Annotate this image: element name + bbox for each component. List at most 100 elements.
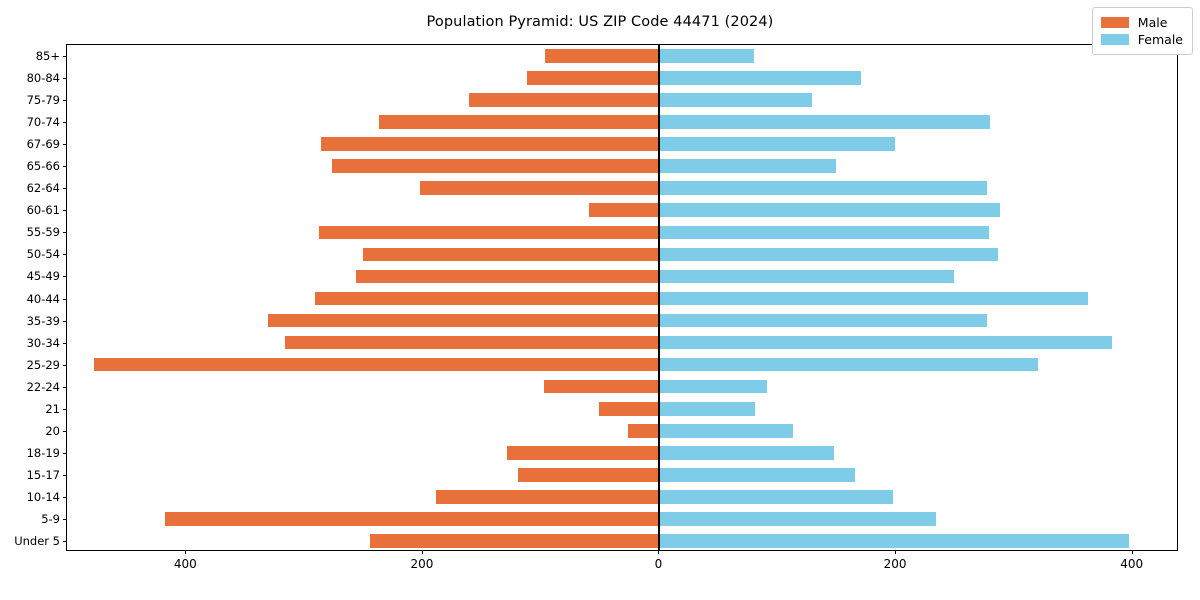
bar-row — [67, 313, 1177, 328]
bar-female — [658, 159, 836, 174]
y-axis-tick — [63, 254, 67, 256]
bar-row — [67, 357, 1177, 372]
y-axis-tick — [63, 298, 67, 300]
y-axis-label-85-: 85+ — [35, 49, 60, 64]
y-axis-label-45-49: 45-49 — [26, 269, 60, 284]
legend-item-male[interactable]: Male — [1100, 14, 1183, 31]
y-axis-label-35-39: 35-39 — [26, 313, 60, 328]
bar-female — [658, 115, 990, 129]
bar-male — [627, 423, 659, 438]
y-axis-tick — [63, 364, 67, 366]
bar-row — [67, 49, 1177, 63]
y-axis-tick — [63, 78, 67, 80]
legend-item-female[interactable]: Female — [1100, 31, 1183, 48]
bar-male — [436, 490, 659, 504]
bar-row — [67, 71, 1177, 85]
bar-row — [67, 534, 1177, 548]
bar-male — [355, 269, 659, 284]
bar-male — [517, 468, 659, 482]
bar-male — [362, 247, 659, 262]
bar-row — [67, 93, 1177, 107]
bar-female — [658, 423, 794, 438]
y-axis-label-21: 21 — [45, 401, 60, 416]
bar-male — [318, 225, 659, 240]
y-axis-tick — [63, 276, 67, 278]
bar-row — [67, 291, 1177, 306]
y-axis-tick — [63, 518, 67, 520]
y-axis-label-40-44: 40-44 — [26, 291, 60, 306]
bar-female — [658, 291, 1088, 306]
bar-female — [658, 335, 1112, 350]
legend-label: Female — [1137, 32, 1183, 47]
x-axis-tick — [185, 550, 187, 554]
y-axis-label-62-64: 62-64 — [26, 181, 60, 196]
bar-row — [67, 225, 1177, 240]
y-axis-label-60-61: 60-61 — [26, 203, 60, 218]
bar-row — [67, 512, 1177, 526]
y-axis-label-65-66: 65-66 — [26, 159, 60, 174]
y-axis-label-22-24: 22-24 — [26, 379, 60, 394]
bar-male — [94, 357, 659, 372]
y-axis-tick — [63, 430, 67, 432]
y-axis-tick — [63, 232, 67, 234]
bar-male — [379, 115, 659, 129]
y-axis-tick — [63, 210, 67, 212]
x-axis-label-0: 400 — [173, 557, 197, 571]
x-axis-tick — [421, 550, 423, 554]
bar-female — [658, 512, 937, 526]
bar-female — [658, 71, 861, 85]
bar-row — [67, 159, 1177, 174]
y-axis-tick — [63, 320, 67, 322]
bar-row — [67, 181, 1177, 196]
bar-female — [658, 445, 834, 460]
bar-row — [67, 490, 1177, 504]
bar-male — [588, 203, 659, 218]
bar-male — [369, 534, 659, 548]
y-axis-tick — [63, 144, 67, 146]
bar-female — [658, 401, 756, 416]
y-axis-tick — [63, 540, 67, 542]
y-axis-tick — [63, 122, 67, 124]
y-axis-tick — [63, 496, 67, 498]
bar-male — [599, 401, 659, 416]
zero-axis-line — [658, 45, 660, 550]
bar-row — [67, 468, 1177, 482]
bar-row — [67, 269, 1177, 284]
bar-female — [658, 269, 955, 284]
bar-male — [469, 93, 659, 107]
y-axis-label-20: 20 — [45, 423, 60, 438]
legend-swatch-icon — [1100, 17, 1129, 28]
x-axis-tick — [658, 550, 660, 554]
plot-area: 85+ 80-84 75-79 70-74 67-69 65-66 62-64 60-61 55… — [14, 44, 1178, 571]
bar-male — [165, 512, 659, 526]
bar-female — [658, 93, 813, 107]
bar-female — [658, 468, 855, 482]
bar-female — [658, 137, 896, 152]
bar-male — [284, 335, 659, 350]
bar-female — [658, 379, 768, 394]
x-axis-tick — [895, 550, 897, 554]
bar-row — [67, 335, 1177, 350]
page-title: Population Pyramid: US ZIP Code 44471 (2… — [426, 14, 774, 30]
y-axis-label-70-74: 70-74 — [26, 115, 60, 130]
bar-female — [658, 203, 1001, 218]
bar-row — [67, 137, 1177, 152]
bar-female — [658, 181, 988, 196]
y-axis-label-80-84: 80-84 — [26, 71, 60, 86]
bar-male — [315, 291, 659, 306]
y-axis-label-10-14: 10-14 — [26, 489, 60, 504]
bar-row — [67, 401, 1177, 416]
bar-female — [658, 49, 755, 63]
bar-male — [507, 445, 659, 460]
bar-row — [67, 379, 1177, 394]
x-axis-label-1: 200 — [410, 557, 434, 571]
y-axis-tick — [63, 166, 67, 168]
y-axis-tick — [63, 100, 67, 102]
y-axis-label-18-19: 18-19 — [26, 445, 60, 460]
bar-row — [67, 423, 1177, 438]
bar-female — [658, 247, 998, 262]
y-axis-label-75-79: 75-79 — [26, 93, 60, 108]
y-axis-tick — [63, 408, 67, 410]
y-axis-tick — [63, 386, 67, 388]
